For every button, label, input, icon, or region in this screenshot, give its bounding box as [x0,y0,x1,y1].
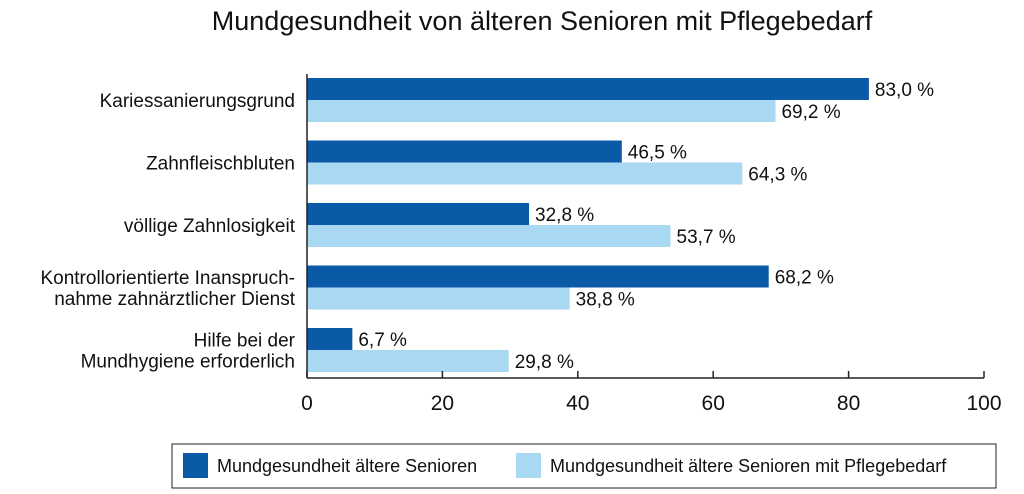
category-label-5-line1: Hilfe bei der [194,331,296,352]
category-label-4-line1: Kontrollorientierte Inanspruch- [40,268,295,289]
value-label-series1-4: 68,2 % [775,268,834,289]
value-label-series2-2: 64,3 % [748,165,807,186]
category-label-3: völlige Zahnlosigkeit [124,216,296,237]
value-label-series2-3: 53,7 % [677,227,736,248]
category-label-4-line2: nahme zahnärztlicher Dienst [54,289,296,310]
bar-series2-1 [307,100,776,122]
bar-series2-5 [307,350,509,372]
bar-series2-3 [307,225,671,247]
chart-title: Mundgesundheit von älteren Senioren mit … [212,6,873,36]
category-label-2: Zahnfleischbluten [146,154,295,175]
category-label-5-line2: Mundhygiene erforderlich [81,352,295,373]
value-label-series2-5: 29,8 % [515,352,574,373]
bar-series1-1 [307,78,869,100]
bar-series2-4 [307,287,570,310]
x-tick-label-40: 40 [566,392,589,415]
x-tick-label-100: 100 [966,392,1001,415]
bar-series1-3 [307,203,530,225]
bar-series1-4 [307,265,769,288]
legend-label-2: Mundgesundheit ältere Senioren mit Pfleg… [550,456,947,476]
value-label-series1-5: 6,7 % [358,330,407,351]
bar-series2-2 [307,162,743,185]
bar-series1-2 [307,140,622,163]
x-tick-label-60: 60 [702,392,725,415]
value-label-series1-1: 83,0 % [875,80,934,101]
legend-label-1: Mundgesundheit ältere Senioren [217,456,477,476]
value-label-series1-2: 46,5 % [628,143,687,164]
value-label-series1-3: 32,8 % [535,205,594,226]
value-label-series2-4: 38,8 % [576,290,635,311]
x-tick-label-20: 20 [431,392,454,415]
legend-swatch-1 [183,453,208,478]
bar-series1-5 [307,328,353,350]
value-label-series2-1: 69,2 % [781,102,840,123]
legend-box [171,443,997,489]
category-label-1: Kariessanierungsgrund [100,91,295,112]
x-tick-label-0: 0 [301,392,313,415]
x-tick-label-80: 80 [837,392,860,415]
legend-swatch-2 [516,453,541,478]
